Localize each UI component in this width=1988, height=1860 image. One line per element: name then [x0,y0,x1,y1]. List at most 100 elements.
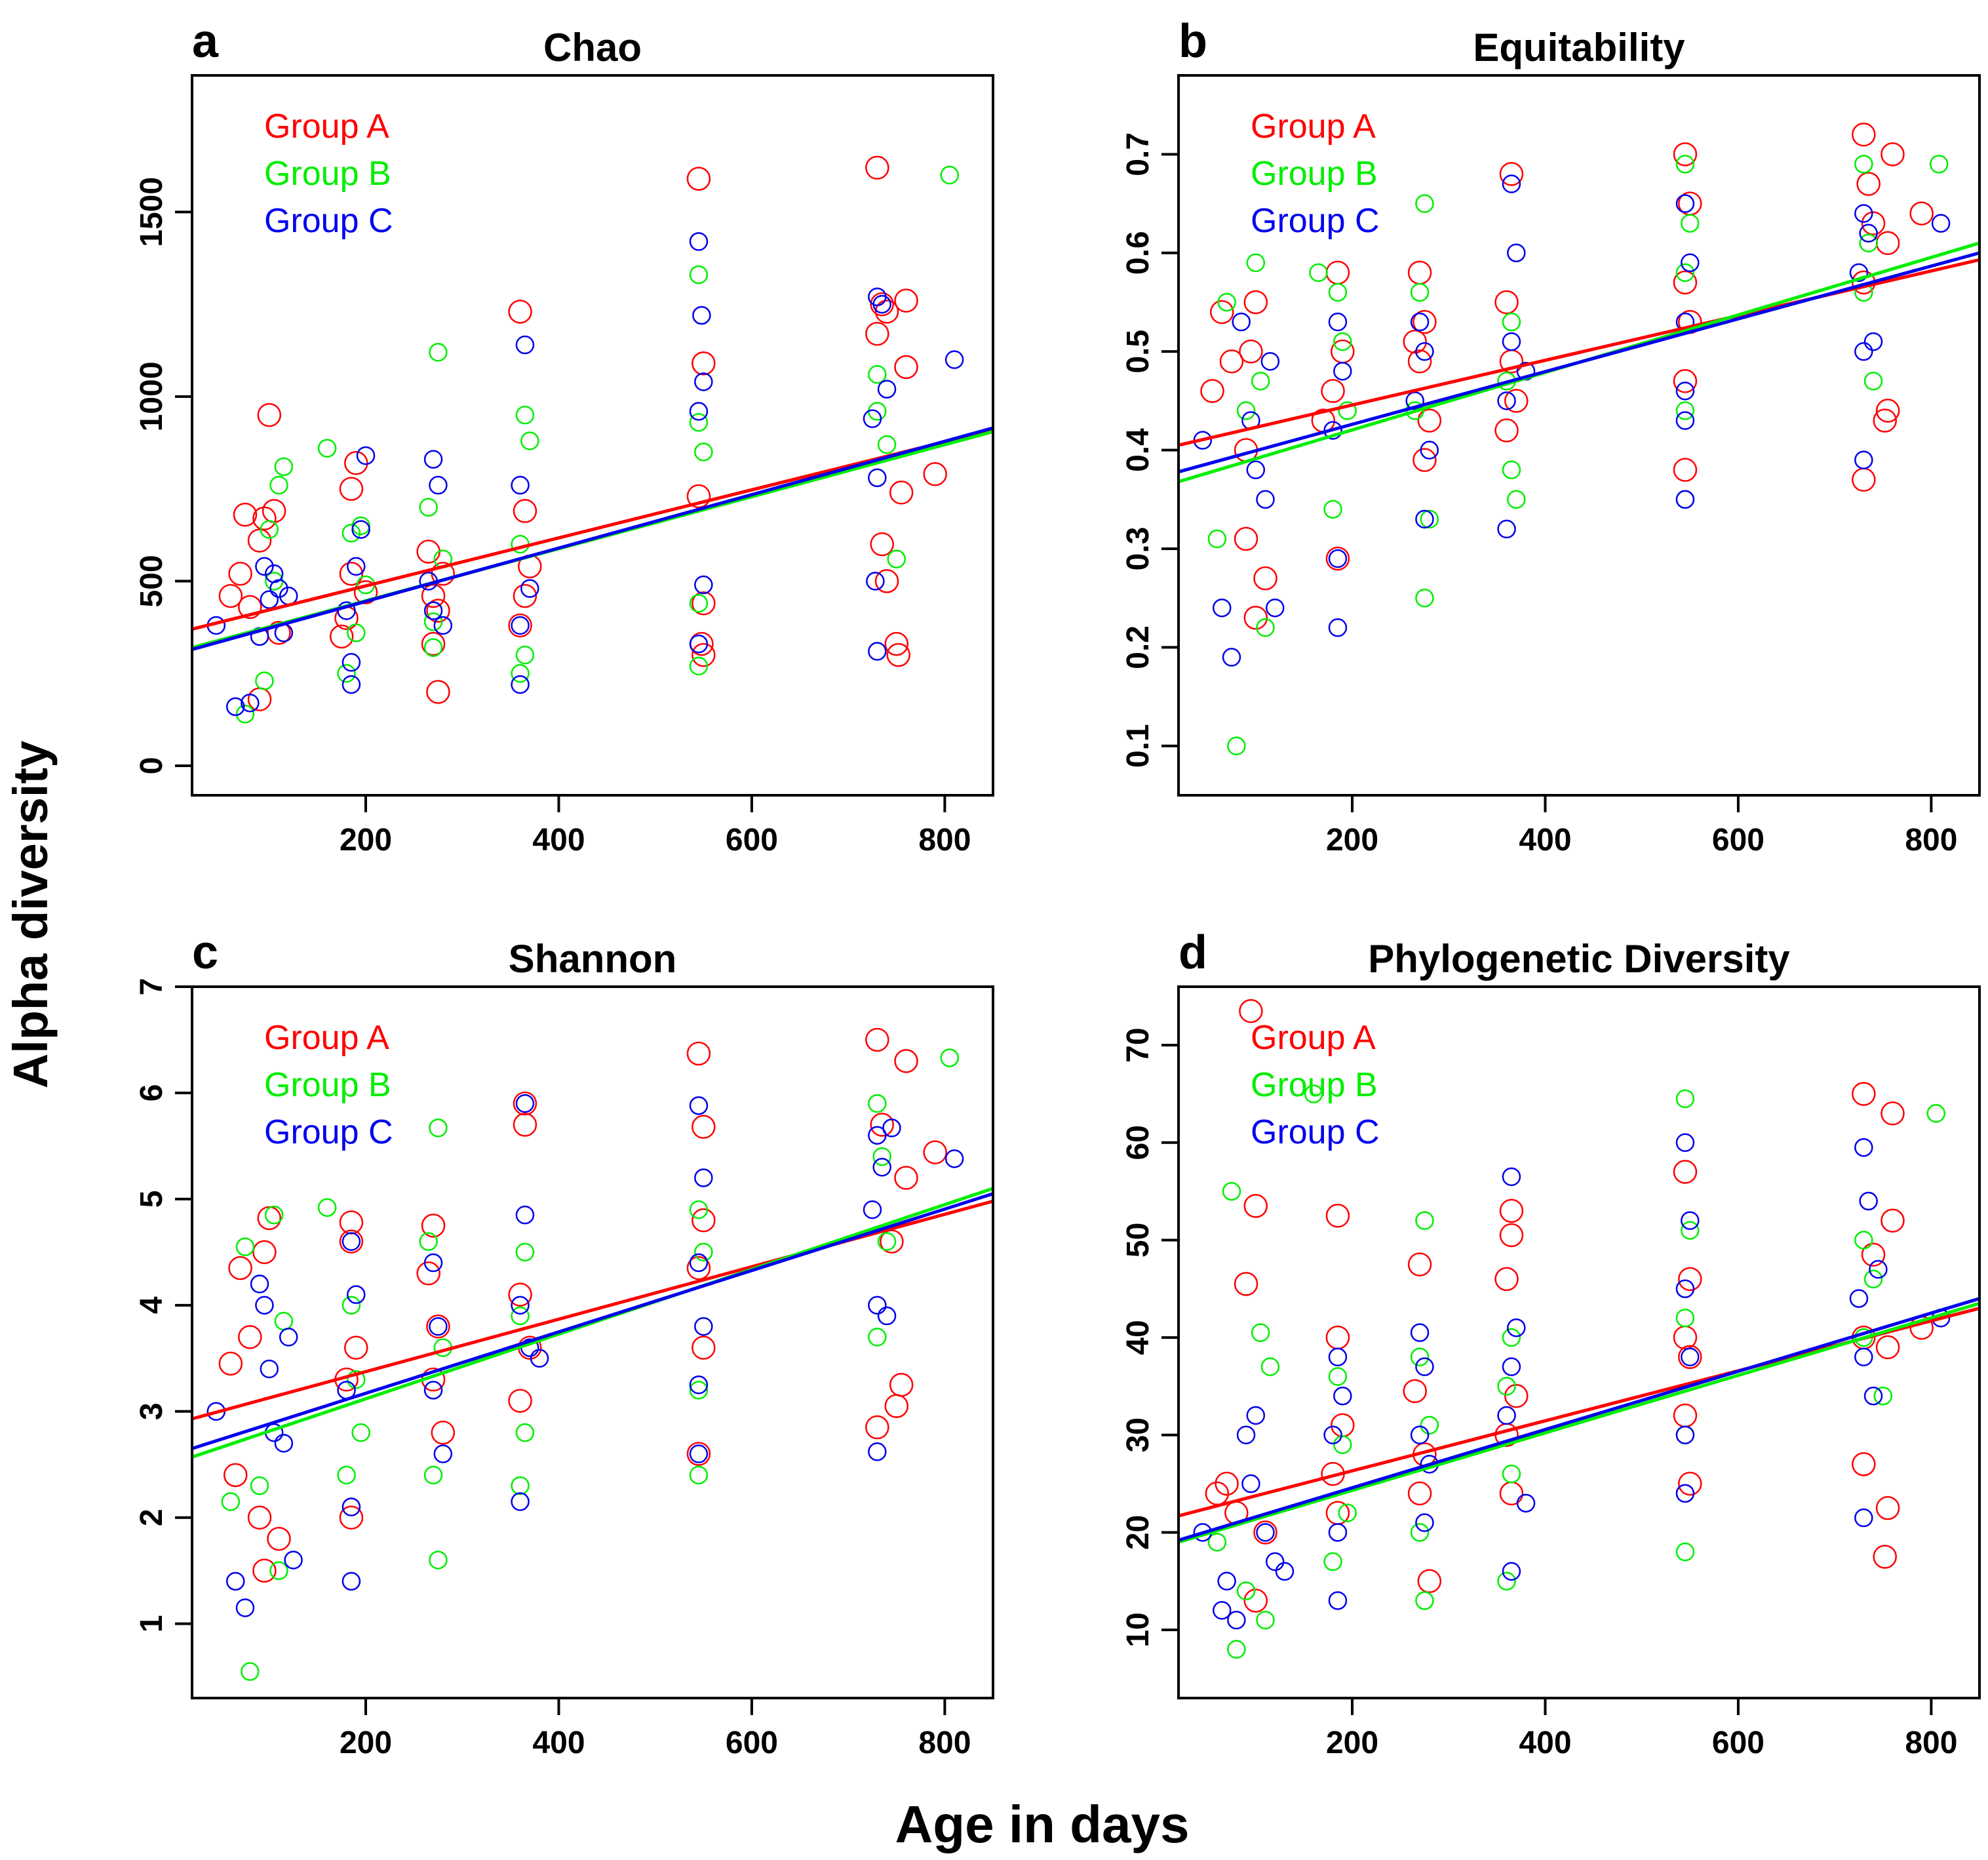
point-group-a [1881,1101,1905,1126]
point-group-b [341,1296,361,1315]
point-group-c [1213,1600,1232,1620]
point-group-a [267,1526,291,1551]
point-group-c [1854,204,1873,223]
point-group-a [1205,1481,1230,1506]
point-group-c [1869,1259,1888,1279]
point-group-a [247,1505,272,1530]
point-group-a [1673,369,1698,393]
point-group-b [1854,1231,1873,1250]
point-group-c [692,306,711,325]
point-group-c [1849,263,1869,283]
point-group-c [423,1381,443,1400]
point-group-a [513,1091,537,1116]
point-group-a [692,1208,716,1233]
point-group-a [1861,211,1886,235]
point-group-a [238,1325,262,1349]
point-group-b [347,623,366,643]
point-group-b [274,457,294,477]
point-group-a [218,584,243,608]
point-group-b [347,1370,366,1389]
point-group-a [228,561,252,586]
point-group-b [269,1561,288,1580]
point-group-c [1328,1591,1348,1610]
legend-entry: Group A [1251,1019,1376,1057]
point-group-a [1873,1545,1897,1569]
x-tick-label: 600 [1712,823,1764,858]
trend-line-group-c [1180,251,1978,473]
point-group-a [224,1463,248,1488]
point-group-a [1325,260,1350,285]
point-group-b [1415,194,1434,213]
point-group-c [872,1158,891,1177]
point-group-b [515,405,535,425]
point-group-a [508,1389,532,1413]
point-group-c [260,1359,279,1379]
point-group-c [515,335,535,355]
x-tick-label: 800 [918,823,971,858]
point-group-b [868,365,887,384]
point-group-b [1675,1542,1695,1562]
point-group-c [423,1253,443,1273]
point-group-b [1873,1386,1893,1406]
point-group-c [1213,598,1232,618]
point-group-b [221,1492,241,1511]
point-group-a [692,1336,716,1360]
point-group-a [218,1351,243,1376]
point-group-a [1417,1569,1442,1593]
point-group-c [341,675,361,694]
point-group-a [686,484,711,509]
point-group-b [429,343,448,362]
point-group-a [1325,1204,1350,1228]
point-group-b [877,1232,897,1251]
point-group-b [515,645,535,665]
point-group-b [1502,312,1521,332]
point-group-a [1678,1471,1702,1496]
point-group-a [426,599,450,623]
point-group-a [1875,1495,1900,1520]
point-group-a [426,1314,450,1339]
point-group-b [1502,1464,1521,1484]
point-group-a [1875,1335,1900,1360]
point-group-c [226,1572,245,1591]
point-group-a [1243,1589,1268,1613]
point-group-c [515,1094,535,1113]
point-group-b [1410,1347,1430,1367]
point-group-b [515,1423,535,1442]
y-axis-label: Alpha diversity [3,741,58,1089]
point-group-c [1405,391,1424,410]
point-group-a [692,1115,716,1139]
point-group-a [431,1420,456,1445]
point-group-b [1207,1532,1227,1552]
point-group-c [1675,1279,1695,1299]
point-group-c [689,1096,709,1115]
point-group-a [1243,290,1268,315]
x-tick-label: 800 [1905,1726,1957,1760]
point-group-c [689,1253,709,1273]
point-group-c [1502,174,1521,193]
point-group-c [356,446,376,465]
point-group-c [1410,312,1430,332]
point-group-c [1854,342,1873,361]
point-group-a [686,1041,711,1066]
point-group-a [1673,270,1698,295]
x-tick-label: 400 [532,1726,585,1760]
point-group-a [1909,201,1934,226]
point-group-a [1852,1082,1876,1106]
trend-line-group-c [193,426,992,651]
point-group-b [1863,1269,1883,1289]
point-group-a [1239,339,1263,364]
point-group-b [689,265,709,285]
point-group-b [1236,1581,1256,1600]
y-tick-label: 7 [134,978,169,996]
point-group-a [508,300,532,324]
point-group-c [433,1444,453,1463]
point-group-b [1222,1181,1241,1201]
point-group-a [1407,349,1432,374]
x-tick-label: 600 [1712,1726,1764,1760]
point-group-c [1497,519,1516,539]
point-group-b [1415,588,1434,608]
legend-entry: Group C [264,202,393,240]
point-group-c [1675,382,1695,401]
point-group-c [868,1296,887,1315]
point-group-c [1222,648,1241,667]
